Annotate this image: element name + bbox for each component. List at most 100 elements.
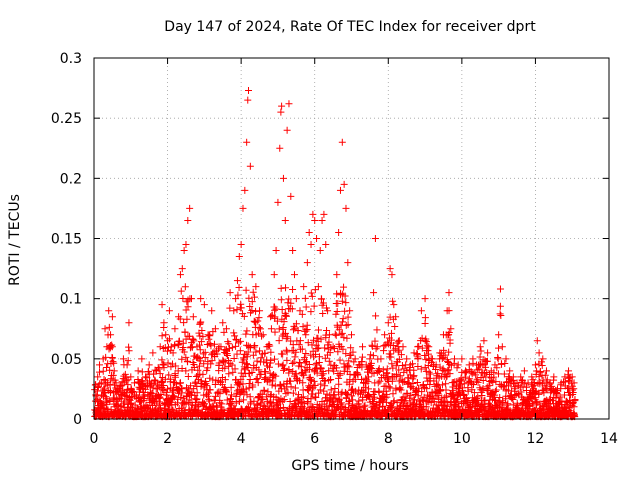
data-point bbox=[447, 325, 455, 333]
data-point bbox=[222, 325, 230, 333]
data-point bbox=[267, 325, 275, 333]
data-point bbox=[249, 381, 257, 389]
data-point bbox=[331, 330, 339, 338]
data-point bbox=[171, 325, 179, 333]
data-point bbox=[335, 380, 343, 388]
data-point bbox=[137, 398, 145, 406]
data-point bbox=[389, 390, 397, 398]
data-point bbox=[370, 289, 378, 297]
data-point bbox=[306, 365, 314, 373]
data-point bbox=[179, 294, 187, 302]
data-point bbox=[283, 356, 291, 364]
data-point bbox=[156, 370, 164, 378]
data-point bbox=[311, 382, 319, 390]
data-point bbox=[440, 346, 448, 354]
data-point bbox=[292, 320, 300, 328]
data-point bbox=[319, 370, 327, 378]
data-point bbox=[350, 358, 358, 366]
data-point bbox=[561, 378, 569, 386]
data-point bbox=[286, 397, 294, 405]
data-point bbox=[496, 302, 504, 310]
data-point bbox=[294, 327, 302, 335]
data-point bbox=[244, 96, 252, 104]
data-point bbox=[535, 349, 543, 357]
data-point bbox=[373, 326, 381, 334]
data-point bbox=[342, 350, 350, 358]
data-point bbox=[318, 216, 326, 224]
data-point bbox=[520, 367, 528, 375]
data-point bbox=[233, 350, 241, 358]
data-point bbox=[514, 382, 522, 390]
data-point bbox=[127, 403, 135, 411]
data-point bbox=[363, 376, 371, 384]
data-point bbox=[200, 301, 208, 309]
data-point bbox=[392, 362, 400, 370]
data-point bbox=[333, 308, 341, 316]
data-point bbox=[251, 293, 259, 301]
data-point bbox=[223, 352, 231, 360]
data-point bbox=[289, 285, 297, 293]
data-point bbox=[265, 363, 273, 371]
data-point bbox=[298, 310, 306, 318]
data-point bbox=[288, 360, 296, 368]
data-point bbox=[339, 315, 347, 323]
data-point bbox=[479, 403, 487, 411]
data-point bbox=[237, 304, 245, 312]
data-point bbox=[240, 389, 248, 397]
data-point bbox=[327, 375, 335, 383]
data-point bbox=[492, 386, 500, 394]
data-point bbox=[422, 356, 430, 364]
data-point bbox=[276, 404, 284, 412]
data-point bbox=[178, 265, 186, 273]
data-point bbox=[483, 357, 491, 365]
data-point bbox=[309, 210, 317, 218]
data-point bbox=[314, 345, 322, 353]
data-point bbox=[96, 368, 104, 376]
data-point bbox=[170, 379, 178, 387]
data-point bbox=[381, 331, 389, 339]
data-point bbox=[233, 306, 241, 314]
data-point bbox=[159, 386, 167, 394]
data-point bbox=[376, 377, 384, 385]
data-point bbox=[346, 397, 354, 405]
data-point bbox=[121, 391, 129, 399]
data-point bbox=[176, 271, 184, 279]
data-point bbox=[445, 348, 453, 356]
data-point bbox=[109, 358, 117, 366]
data-point bbox=[277, 296, 285, 304]
data-point bbox=[394, 337, 402, 345]
data-point bbox=[206, 374, 214, 382]
data-point bbox=[506, 367, 514, 375]
data-point bbox=[337, 399, 345, 407]
data-point bbox=[320, 387, 328, 395]
data-point bbox=[543, 376, 551, 384]
data-point bbox=[246, 303, 254, 311]
data-point bbox=[193, 389, 201, 397]
data-point bbox=[245, 294, 253, 302]
data-point bbox=[503, 401, 511, 409]
data-point bbox=[177, 287, 185, 295]
data-point bbox=[568, 379, 576, 387]
data-point bbox=[418, 344, 426, 352]
data-point bbox=[356, 403, 364, 411]
data-point bbox=[174, 367, 182, 375]
data-point bbox=[403, 390, 411, 398]
data-point bbox=[242, 360, 250, 368]
data-point bbox=[380, 342, 388, 350]
data-point bbox=[291, 353, 299, 361]
data-point bbox=[327, 386, 335, 394]
data-point bbox=[372, 345, 380, 353]
data-point bbox=[495, 344, 503, 352]
data-point bbox=[371, 235, 379, 242]
data-point bbox=[211, 380, 219, 388]
data-point bbox=[314, 334, 322, 342]
data-point bbox=[524, 379, 532, 387]
data-point bbox=[372, 312, 380, 320]
data-point bbox=[340, 180, 348, 188]
data-point bbox=[385, 383, 393, 391]
data-point bbox=[319, 299, 327, 307]
data-point bbox=[445, 307, 453, 315]
data-point bbox=[424, 362, 432, 370]
data-point bbox=[296, 337, 304, 345]
data-point bbox=[473, 366, 481, 374]
